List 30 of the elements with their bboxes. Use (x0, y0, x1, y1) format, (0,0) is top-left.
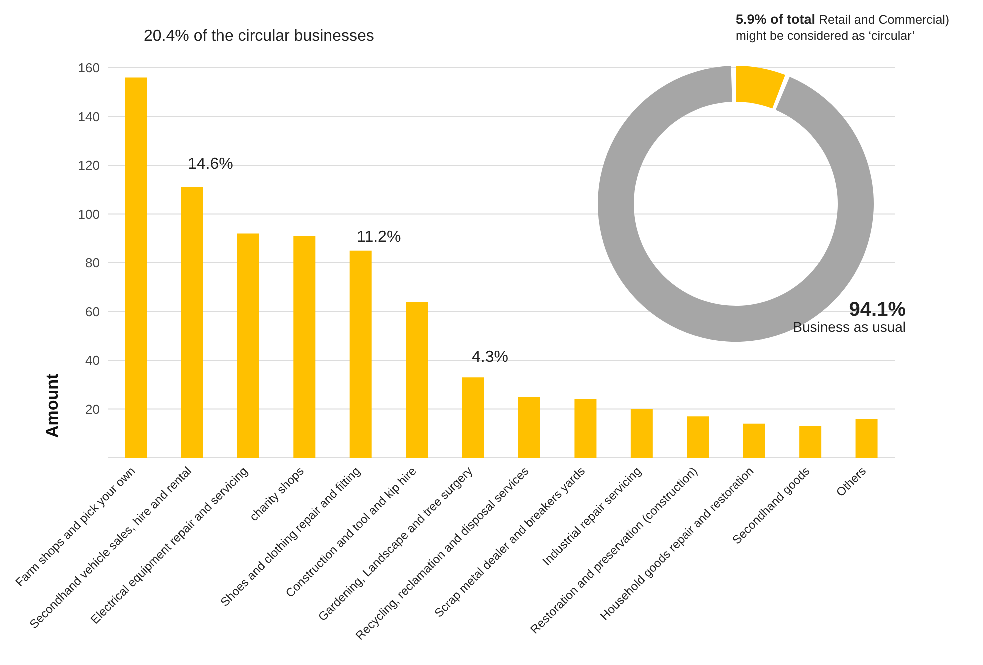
bar (630, 409, 653, 458)
y-tick-label: 160 (78, 60, 100, 76)
bar (574, 400, 597, 458)
donut-slice (736, 66, 786, 109)
data-label: 5.9% of total (736, 12, 816, 27)
y-tick-label: 20 (86, 402, 100, 417)
y-tick-label: 40 (86, 353, 100, 368)
y-tick-label: 100 (78, 206, 100, 222)
bar (800, 426, 822, 458)
bar (125, 78, 147, 458)
annotation: 4.3% (472, 349, 508, 367)
y-axis-title: Amount (43, 373, 62, 438)
bar (181, 187, 204, 458)
bar (406, 302, 428, 458)
y-tick-label: 60 (86, 304, 100, 320)
y-tick-label: 120 (78, 158, 100, 174)
bar (237, 234, 260, 458)
bar (350, 250, 372, 458)
bar (856, 419, 878, 458)
bar (518, 397, 540, 458)
data-label: 94.1% (849, 299, 906, 321)
bar (743, 424, 766, 458)
annotation: 11.2% (357, 229, 402, 247)
y-tick-label: 140 (78, 109, 100, 124)
bar (462, 378, 484, 458)
bar (687, 416, 710, 458)
text: 20.4% of the circular businesses (144, 28, 374, 46)
bar (294, 236, 316, 458)
y-tick-label: 80 (86, 256, 100, 271)
annotation: 14.6% (188, 156, 234, 174)
